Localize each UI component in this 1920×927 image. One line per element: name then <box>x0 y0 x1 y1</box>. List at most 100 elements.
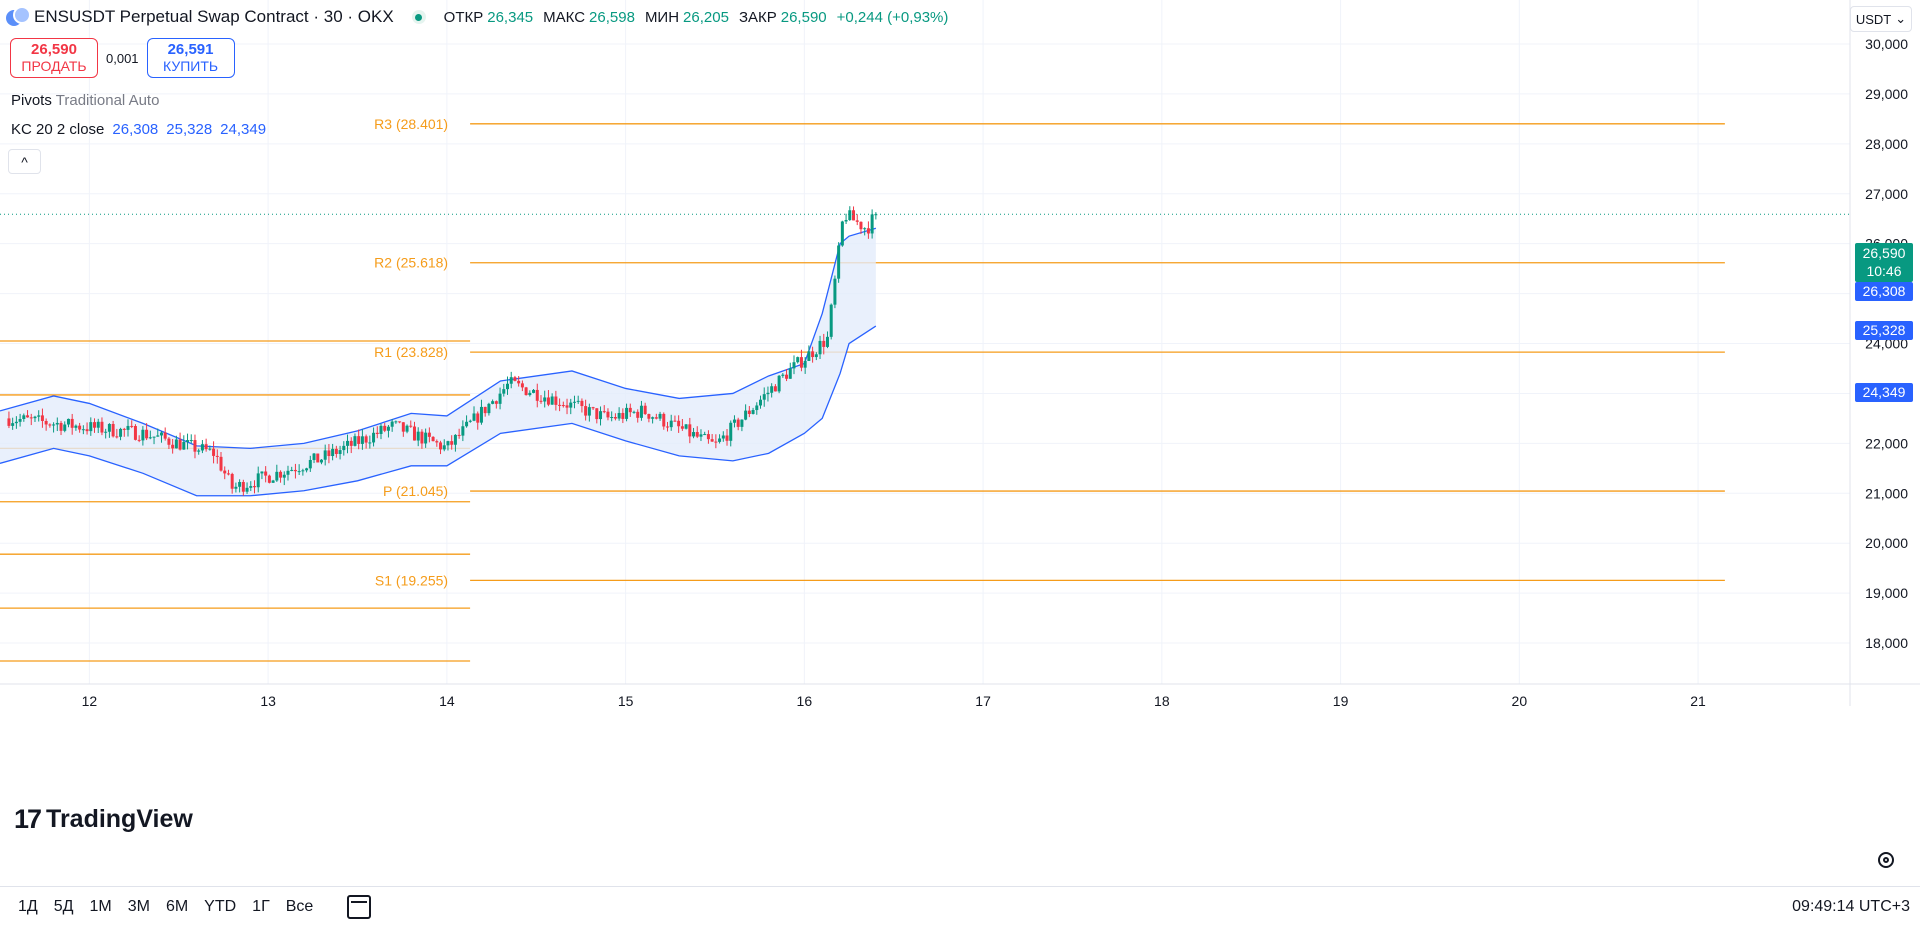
bar-countdown: 10:46 <box>1866 263 1902 279</box>
pivot-label: R3 (28.401) <box>374 116 448 132</box>
candle-body <box>96 421 100 428</box>
chevron-up-icon: ^ <box>21 153 28 170</box>
candle-body <box>613 417 617 419</box>
candle-body <box>167 438 171 445</box>
candle-body <box>535 389 539 401</box>
collapse-legend-button[interactable]: ^ <box>8 149 41 174</box>
candle-body <box>539 400 543 402</box>
tradingview-logo-text: TradingView <box>46 805 193 833</box>
sell-button[interactable]: 26,590 ПРОДАТЬ <box>10 38 98 78</box>
candle-body <box>453 434 457 445</box>
range-1m[interactable]: 1М <box>89 898 112 915</box>
candle-body <box>673 420 677 422</box>
candle-body <box>710 439 714 442</box>
candle-body <box>859 221 863 230</box>
candle-body <box>74 425 78 428</box>
keltner-indicator-legend[interactable]: KC 20 2 close 26,308 25,328 24,349 <box>11 121 266 138</box>
candle-body <box>353 436 357 446</box>
candle-body <box>770 386 774 393</box>
price-tick-label: 20,000 <box>1865 535 1908 551</box>
spread-value: 0,001 <box>106 50 139 66</box>
candle-body <box>569 402 573 408</box>
pivots-indicator-legend[interactable]: Pivots Traditional Auto <box>11 92 159 109</box>
candle-body <box>18 419 22 422</box>
candle-body <box>360 436 364 444</box>
candle-body <box>457 434 461 436</box>
range-5d[interactable]: 5Д <box>53 898 74 915</box>
chevron-down-icon: ⌄ <box>1895 11 1907 26</box>
candle-body <box>706 434 710 440</box>
candle-body <box>617 412 621 419</box>
candle-body <box>22 415 26 420</box>
candle-body <box>29 417 33 419</box>
candle-body <box>305 468 309 471</box>
candle-body <box>93 422 97 428</box>
price-tick-label: 27,000 <box>1865 186 1908 202</box>
range-all[interactable]: Все <box>285 898 314 915</box>
ens-coin-icon <box>6 6 31 28</box>
currency-select[interactable]: USDT ⌄ <box>1850 6 1912 32</box>
candle-body <box>699 434 703 437</box>
buy-button[interactable]: 26,591 КУПИТЬ <box>146 38 235 78</box>
candle-body <box>63 424 67 431</box>
calendar-icon[interactable] <box>347 895 372 919</box>
candle-body <box>506 383 510 390</box>
candle-body <box>803 360 807 368</box>
candle-body <box>327 450 331 457</box>
clock-timezone[interactable]: 09:49:14 UTC+3 <box>1792 898 1910 915</box>
range-3m[interactable]: 3М <box>127 898 150 915</box>
candle-body <box>133 426 137 440</box>
candle-body <box>866 228 870 234</box>
candle-body <box>409 425 413 427</box>
candle-body <box>558 404 562 406</box>
range-1d[interactable]: 1Д <box>18 898 38 915</box>
gear-icon[interactable] <box>1878 852 1894 868</box>
candle-body <box>811 351 815 358</box>
range-6m[interactable]: 6М <box>165 898 189 915</box>
candle-body <box>256 473 260 488</box>
candle-body <box>468 420 472 422</box>
candle-body <box>762 394 766 400</box>
symbol-legend: ENSUSDT Perpetual Swap Contract · 30 · O… <box>6 6 954 28</box>
price-tick-label: 28,000 <box>1865 136 1908 152</box>
candle-body <box>546 397 550 405</box>
symbol-title[interactable]: ENSUSDT Perpetual Swap Contract · 30 · O… <box>34 7 394 26</box>
candle-body <box>606 411 610 418</box>
candle-body <box>684 424 688 429</box>
candle-body <box>308 459 312 469</box>
candle-body <box>59 422 63 431</box>
candle-body <box>424 432 428 444</box>
candle-body <box>621 412 625 419</box>
candle-body <box>848 210 852 221</box>
candle-body <box>111 423 115 437</box>
candle-body <box>349 440 353 446</box>
candle-body <box>267 475 271 483</box>
candle-body <box>119 428 123 437</box>
candle-body <box>532 389 536 393</box>
candle-body <box>405 425 409 432</box>
candle-body <box>383 425 387 431</box>
candle-body <box>40 415 44 421</box>
candle-body <box>264 471 268 476</box>
candle-body <box>572 401 576 403</box>
candle-body <box>431 436 435 442</box>
candle-body <box>312 453 316 460</box>
candle-body <box>130 425 134 427</box>
candle-body <box>171 444 175 449</box>
candle-body <box>632 411 636 413</box>
candle-body <box>279 471 283 478</box>
candle-body <box>215 455 219 457</box>
candle-body <box>807 351 811 361</box>
range-1y[interactable]: 1Г <box>252 898 270 915</box>
candle-body <box>855 220 859 222</box>
time-tick-label: 17 <box>975 693 991 709</box>
candle-body <box>487 403 491 414</box>
candle-body <box>677 420 681 427</box>
time-tick-label: 20 <box>1512 693 1528 709</box>
candle-body <box>390 421 394 427</box>
candle-body <box>584 406 588 416</box>
candle-body <box>870 214 874 234</box>
range-ytd[interactable]: YTD <box>204 898 237 915</box>
tradingview-logo[interactable]: 17 TradingView <box>14 804 193 835</box>
